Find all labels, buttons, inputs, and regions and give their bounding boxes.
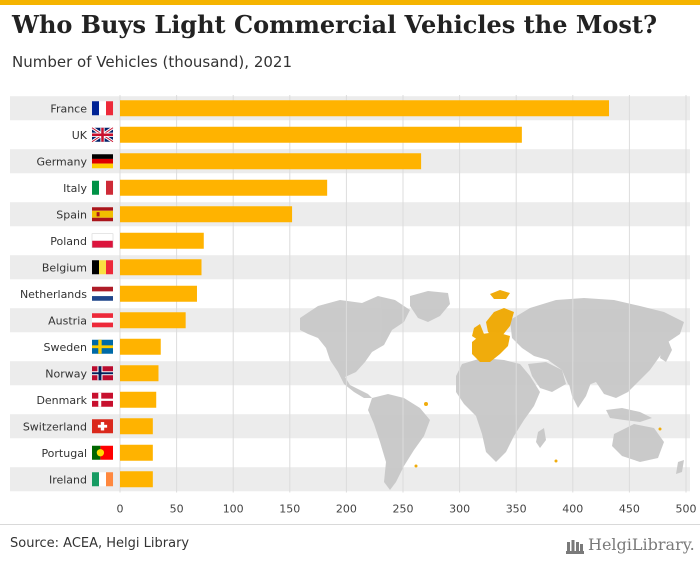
bar-germany[interactable] [120, 153, 422, 170]
category-label: Switzerland [23, 420, 87, 433]
belgium-flag-icon [92, 260, 114, 275]
source-note: Source: ACEA, Helgi Library [10, 536, 190, 551]
map-dot-4 [554, 459, 558, 463]
map-asia [510, 298, 684, 398]
chart-subtitle: Number of Vehicles (thousand), 2021 [12, 53, 292, 71]
map-new-zealand [676, 460, 684, 474]
switzerland-flag-icon [92, 419, 113, 434]
category-label: UK [72, 129, 88, 142]
category-label: Netherlands [20, 288, 87, 301]
austria-flag-icon [92, 313, 113, 328]
x-tick-label: 100 [223, 503, 244, 516]
bar-chart: France UK Germany Italy Spain Poland Belgium Ne… [10, 95, 697, 516]
bar-belgium[interactable] [120, 259, 202, 276]
library-columns-icon [566, 540, 584, 554]
italy-flag-icon [92, 180, 114, 195]
x-tick-label: 500 [676, 503, 697, 516]
x-tick-label: 50 [170, 503, 184, 516]
map-dot-1 [424, 402, 428, 406]
footer-divider [0, 524, 700, 525]
bar-italy[interactable] [120, 179, 328, 196]
map-uk [472, 324, 484, 340]
category-label: Denmark [36, 394, 87, 407]
flags [91, 101, 114, 487]
x-tick-label: 0 [117, 503, 124, 516]
map-madagascar [536, 428, 546, 448]
category-label: Poland [50, 235, 87, 248]
germany-flag-icon [92, 154, 113, 169]
map-iceland [490, 290, 510, 299]
category-label: Norway [45, 367, 87, 380]
category-label: Belgium [42, 261, 87, 274]
bar-poland[interactable] [120, 232, 204, 249]
bar-denmark[interactable] [120, 391, 157, 408]
category-label: Austria [48, 314, 87, 327]
bar-spain[interactable] [120, 206, 293, 223]
map-dot-2 [658, 427, 662, 431]
map-africa [456, 358, 540, 462]
category-label: Sweden [44, 341, 87, 354]
bar-uk[interactable] [120, 126, 522, 143]
category-label: France [50, 102, 87, 115]
map-greenland [410, 291, 450, 322]
bars [120, 100, 610, 488]
uk-flag-icon [91, 126, 114, 143]
brand-name: HelgiLibrary. [588, 535, 695, 554]
x-tick-label: 250 [393, 503, 414, 516]
category-label: Germany [36, 155, 87, 168]
category-labels: France UK Germany Italy Spain Poland Belgium Ne… [20, 102, 88, 486]
category-label: Italy [63, 182, 87, 195]
norway-flag-icon [92, 366, 113, 381]
map-europe [472, 332, 510, 362]
spain-flag-icon [92, 207, 113, 222]
x-tick-label: 350 [506, 503, 527, 516]
bar-austria[interactable] [120, 312, 186, 329]
bar-sweden[interactable] [120, 338, 161, 355]
portugal-flag-icon [92, 445, 113, 460]
map-japan [660, 340, 672, 362]
bar-portugal[interactable] [120, 444, 153, 461]
ireland-flag-icon [92, 472, 114, 487]
bar-norway[interactable] [120, 365, 159, 382]
netherlands-flag-icon [92, 286, 113, 301]
map-dot-3 [414, 464, 418, 468]
x-tick-label: 400 [562, 503, 583, 516]
map-south-america [368, 394, 430, 490]
map-arabia [528, 362, 566, 392]
brand-logo[interactable]: HelgiLibrary. [566, 533, 695, 559]
top-accent-bar [0, 0, 700, 5]
x-tick-label: 200 [336, 503, 357, 516]
bar-switzerland[interactable] [120, 418, 153, 435]
france-flag-icon [92, 101, 114, 116]
bar-ireland[interactable] [120, 471, 153, 488]
world-map-icon [300, 290, 684, 490]
x-tick-labels: 0 50 100 150 200 250 300 350 400 450 500 [117, 503, 697, 516]
bar-netherlands[interactable] [120, 285, 197, 302]
map-india [566, 370, 592, 408]
category-label: Ireland [49, 473, 87, 486]
chart-title: Who Buys Light Commercial Vehicles the M… [12, 10, 658, 39]
poland-flag-icon [91, 233, 114, 248]
sweden-flag-icon [92, 339, 113, 354]
x-tick-label: 150 [279, 503, 300, 516]
category-label: Portugal [41, 447, 87, 460]
x-tick-label: 300 [449, 503, 470, 516]
map-north-america [300, 296, 410, 398]
map-australia [612, 424, 664, 462]
x-tick-label: 450 [619, 503, 640, 516]
category-label: Spain [56, 208, 87, 221]
map-scandinavia [486, 308, 514, 338]
denmark-flag-icon [92, 392, 113, 407]
bar-france[interactable] [120, 100, 610, 117]
